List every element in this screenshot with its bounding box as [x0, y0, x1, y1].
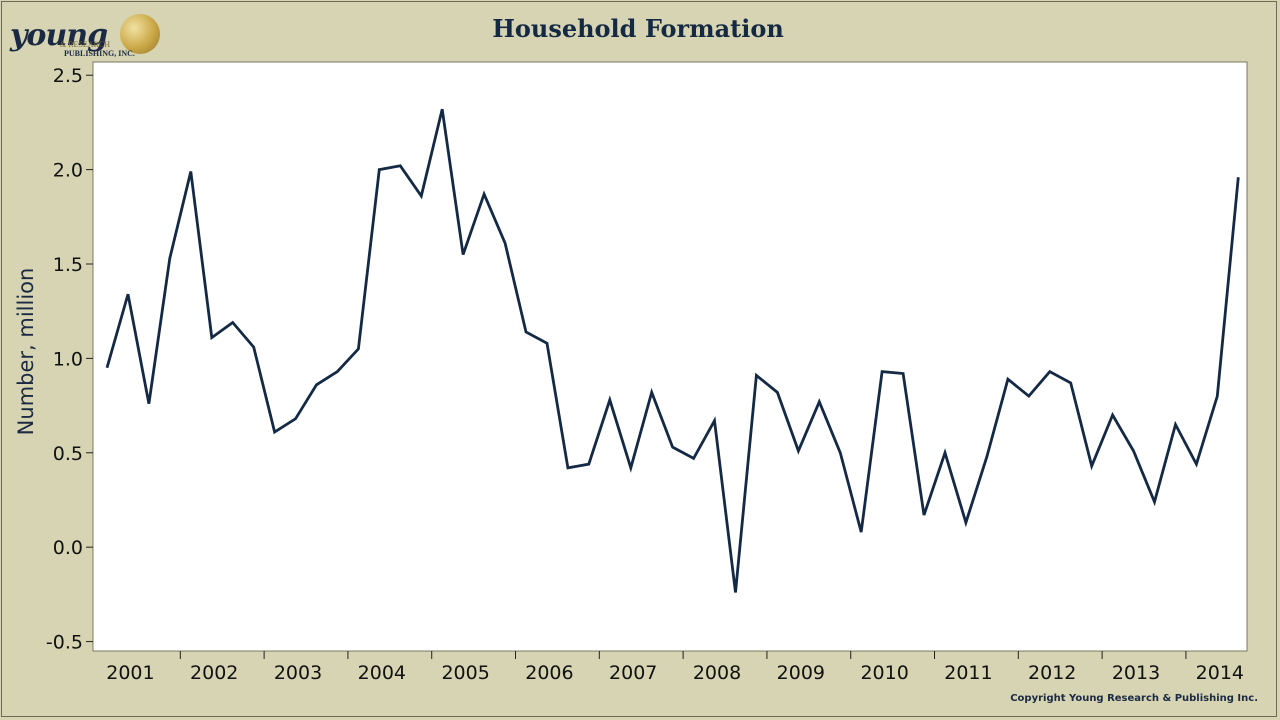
y-tick-label: 2.5	[53, 65, 83, 87]
y-axis-title: Number, million	[14, 268, 38, 436]
series-line	[105, 108, 1240, 593]
x-tick-label: 2002	[190, 662, 238, 684]
x-tick-label: 2006	[525, 662, 573, 684]
x-tick-label: 2007	[609, 662, 657, 684]
y-tick-label: 1.0	[53, 348, 83, 370]
x-tick-label: 2004	[358, 662, 406, 684]
globe-icon	[120, 14, 160, 54]
logo-wordmark: young	[10, 18, 108, 53]
x-tick-label: 2011	[944, 662, 992, 684]
y-tick-label: 2.0	[53, 160, 83, 182]
x-tick-label: 2009	[777, 662, 825, 684]
plot-area	[92, 61, 1248, 652]
chart-title: Household Formation	[492, 14, 784, 43]
y-tick-label: -0.5	[46, 632, 83, 654]
x-tick-label: 2013	[1112, 662, 1160, 684]
x-axis: 2001 2002 2003 2004 2005 2006 2007 2008 2009 2010…	[106, 651, 1244, 684]
x-tick-label: 2010	[860, 662, 908, 684]
y-tick-label: 1.5	[53, 254, 83, 276]
x-tick-label: 2014	[1196, 662, 1244, 684]
logo-subtitle-publishing: PUBLISHING, INC.	[64, 49, 135, 58]
young-research-logo: young & RESEARCH PUBLISHING, INC.	[8, 10, 160, 60]
logo-subtitle-research: & RESEARCH	[60, 40, 111, 49]
y-axis: -0.5 0.0 0.5 1.0 1.5 2.0 2.5	[46, 65, 93, 654]
x-tick-label: 2008	[693, 662, 741, 684]
y-tick-label: 0.5	[53, 443, 83, 465]
copyright-notice: Copyright Young Research & Publishing In…	[1010, 693, 1258, 704]
x-tick-label: 2001	[106, 662, 154, 684]
x-tick-label: 2003	[274, 662, 322, 684]
x-tick-label: 2012	[1028, 662, 1076, 684]
x-tick-label: 2005	[441, 662, 489, 684]
y-tick-label: 0.0	[53, 537, 83, 559]
